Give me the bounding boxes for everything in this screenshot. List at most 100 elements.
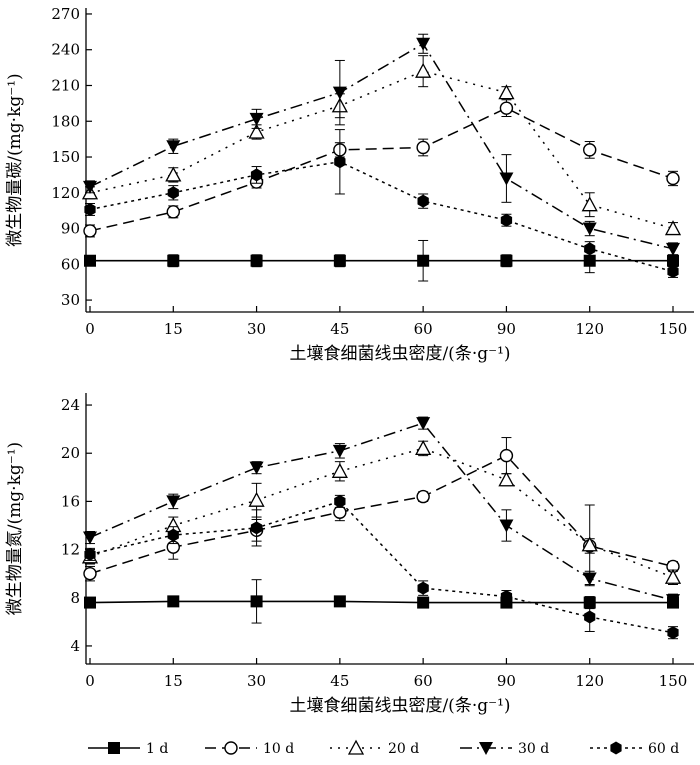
legend-marker: [610, 741, 622, 755]
data-point: [667, 265, 679, 278]
legend: 1 d 10 d 20 d 30 d 60 d: [88, 739, 679, 757]
data-point: [166, 140, 181, 154]
chart-microbial-nitrogen: 4 8 12 16 20 24 0 15 30 45 60 90 120 150 土壤食细菌线虫密度/(条·…: [5, 393, 694, 716]
series-20d: [81, 440, 682, 586]
data-point: [167, 254, 180, 267]
data-point: [167, 595, 180, 608]
data-point: [664, 568, 682, 584]
series-line: [89, 447, 674, 578]
data-point: [83, 224, 97, 238]
data-point: [331, 462, 348, 478]
y-tick-label: 240: [51, 41, 80, 59]
legend-marker: [479, 742, 493, 755]
series-60d: [84, 129, 679, 278]
x-tick-label: 45: [330, 672, 349, 690]
x-tick-label: 120: [575, 672, 604, 690]
data-point: [415, 62, 432, 78]
legend-marker: [347, 739, 365, 755]
legend-label: 30 d: [518, 741, 549, 757]
data-point: [84, 254, 96, 267]
x-tick-label: 15: [164, 672, 183, 690]
y-tick-label: 270: [51, 5, 80, 23]
legend-item: 1 d: [88, 741, 168, 757]
data-point: [582, 222, 597, 236]
data-point: [250, 254, 263, 267]
data-point: [583, 143, 597, 157]
legend-label: 60 d: [648, 741, 679, 757]
data-point: [416, 140, 430, 155]
data-point: [584, 610, 596, 624]
series-30d: [83, 33, 680, 256]
y-tick-label: 210: [51, 76, 80, 94]
data-point: [667, 254, 679, 267]
y-tick-label: 16: [61, 492, 80, 510]
series-line: [89, 500, 674, 634]
data-point: [83, 566, 97, 581]
data-point: [499, 172, 514, 186]
legend-label: 1 d: [146, 741, 168, 757]
series-line: [89, 600, 673, 604]
y-tick-label: 120: [51, 184, 80, 202]
series-line: [89, 107, 674, 232]
series-60d: [84, 494, 679, 640]
data-point: [582, 572, 597, 586]
x-axis-label: 土壤食细菌线虫密度/(条·g⁻¹): [289, 343, 510, 364]
data-point: [664, 220, 682, 236]
data-point: [332, 444, 347, 458]
data-point: [581, 536, 598, 552]
data-point: [84, 203, 96, 216]
data-point: [499, 519, 514, 533]
data-point: [667, 626, 679, 640]
y-tick-label: 180: [51, 112, 80, 130]
y-tick-label: 60: [61, 255, 80, 273]
data-point: [334, 494, 346, 508]
legend-item: 30 d: [460, 741, 549, 757]
data-point: [250, 595, 263, 608]
data-point: [334, 155, 346, 169]
y-tick-label: 30: [61, 291, 80, 309]
legend-label: 10 d: [263, 741, 294, 757]
data-point: [167, 186, 179, 200]
data-point: [498, 471, 515, 487]
data-point: [250, 168, 263, 182]
data-point: [84, 596, 96, 609]
data-point: [415, 440, 432, 456]
y-tick-label: 150: [51, 148, 80, 166]
legend-item: 60 d: [590, 741, 679, 757]
series-10d: [83, 99, 680, 238]
data-point: [417, 194, 429, 208]
legend-marker: [224, 741, 238, 755]
series-1d: [84, 239, 679, 282]
x-tick-label: 90: [497, 320, 516, 338]
data-point: [416, 37, 431, 51]
data-point: [333, 505, 347, 519]
series-line: [89, 422, 674, 601]
series-line: [89, 161, 674, 273]
x-tick-label: 150: [659, 320, 688, 338]
legend-label: 20 d: [388, 741, 419, 757]
data-point: [499, 101, 514, 115]
y-tick-label: 4: [70, 637, 80, 655]
data-point: [416, 489, 430, 504]
legend-item: 10 d: [205, 741, 294, 757]
data-point: [417, 596, 430, 609]
data-point: [417, 581, 429, 595]
data-point: [250, 521, 263, 535]
data-point: [417, 254, 430, 267]
series-line: [89, 454, 674, 575]
legend-item: 20 d: [330, 739, 419, 757]
x-tick-label: 90: [497, 672, 516, 690]
y-axis-label: 微生物量氮/(mg·kg⁻¹): [5, 442, 25, 615]
data-point: [249, 112, 264, 126]
data-point: [498, 84, 515, 100]
axes: 4 8 12 16 20 24 0 15 30 45 60 90 120 150: [61, 393, 694, 690]
y-axis-label: 微生物量碳/(mg·kg⁻¹): [5, 73, 25, 246]
data-point: [666, 242, 680, 256]
data-point: [581, 196, 598, 212]
x-tick-label: 30: [247, 672, 266, 690]
data-point: [666, 171, 680, 186]
data-point: [333, 595, 346, 608]
series-line: [89, 42, 674, 250]
data-point: [166, 495, 181, 509]
data-point: [83, 180, 97, 194]
